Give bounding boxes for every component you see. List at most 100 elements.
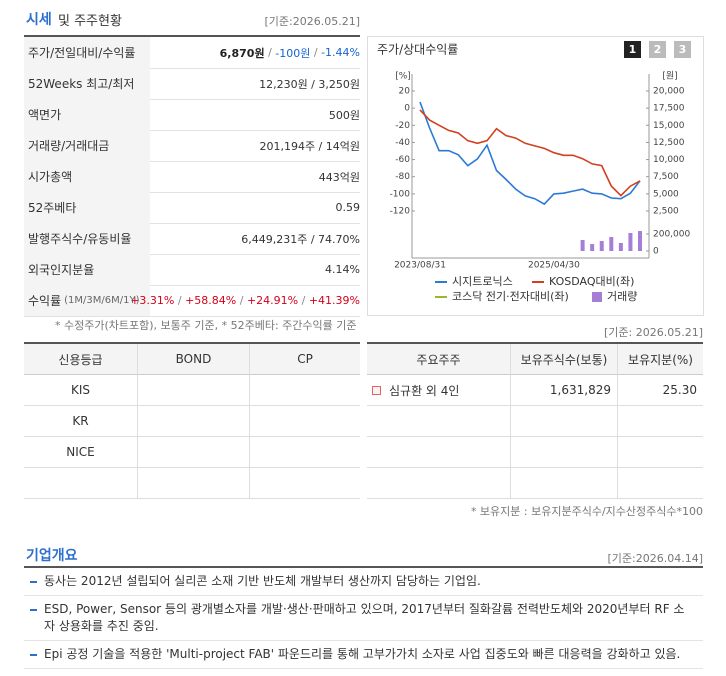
chart-box <box>367 36 704 316</box>
y2-tick-label: 12,500 <box>653 138 685 148</box>
bullet <box>30 654 37 656</box>
date: [기준:2026.05.21] <box>264 15 360 28</box>
tab-button[interactable] <box>649 41 666 58</box>
table-cell <box>367 437 510 468</box>
chart: 주가/상대수익률 1 2 3 [%] [원] 20 0 -20 -40 -60 -80 -100 -120… <box>377 41 691 303</box>
row-value: 500원 <box>329 99 360 130</box>
row-line <box>150 223 360 255</box>
row-value: 12,230원 / 3,250원 <box>259 68 360 99</box>
y-tick-label: 0 <box>404 104 410 114</box>
label-text: 액면가 <box>28 108 62 122</box>
rule <box>24 566 703 568</box>
tab-button[interactable] <box>624 41 641 58</box>
label-text: 외국인지분율 <box>28 263 95 277</box>
row-label: 주가/전일대비/수익률 <box>28 37 135 68</box>
legend-label: 시지트로닉스 <box>452 275 513 288</box>
table-cell <box>510 468 617 499</box>
table-header: CP <box>249 344 360 375</box>
rule <box>24 35 360 37</box>
series-line <box>419 109 641 197</box>
row-bg <box>24 285 150 317</box>
volume-bar <box>609 236 614 251</box>
table-cell: KR <box>24 406 137 437</box>
table-cell: 25.30 <box>617 375 703 406</box>
series-line <box>419 101 641 206</box>
overview-text: 동사는 2012년 설립되어 실리콘 소재 기반 반도체 개발부터 생산까지 담… <box>44 574 481 588</box>
table-cell <box>137 375 249 406</box>
x-tick-label: 2025/04/30 <box>528 261 580 271</box>
expand-icon[interactable] <box>372 386 381 395</box>
y2-tick-label: 2,500 <box>653 207 679 217</box>
overview-item: Epi 공정 기술을 적용한 'Multi-project FAB' 파운드리를… <box>24 641 703 669</box>
row-line <box>150 285 360 317</box>
section-title: 기업개요 <box>26 548 78 564</box>
value-part: +58.84% <box>185 294 237 307</box>
date: [기준: 2026.05.21] <box>603 326 703 339</box>
value-text: 201,194주 / 14억원 <box>259 139 360 153</box>
table-cell: 1,631,829 <box>510 375 617 406</box>
section-title-rest: 및 주주현황 <box>58 14 122 29</box>
table-cell <box>617 468 703 499</box>
chart-title: 주가/상대수익률 <box>377 43 458 57</box>
row-value: 6,449,231주 / 74.70% <box>241 223 360 254</box>
table-top <box>367 342 703 344</box>
value-part: -100원 <box>275 46 311 60</box>
row-label: 52주베타 <box>28 192 76 223</box>
row-line <box>150 68 360 100</box>
y-tick-label: -60 <box>395 155 410 165</box>
overview-item: ESD, Power, Sensor 등의 광개별소자를 개발·생산·판매하고 … <box>24 596 703 641</box>
legend-swatch <box>592 292 602 302</box>
label-text: 발행주식수/유동비율 <box>28 232 132 246</box>
table-cell <box>249 468 360 499</box>
row-bg <box>24 99 150 131</box>
legend-label: KOSDAQ대비(좌) <box>549 275 634 288</box>
y-tick-label: -80 <box>395 172 410 182</box>
row-line <box>150 99 360 131</box>
y2-tick-label: 5,000 <box>653 189 679 199</box>
y-axis-label: [%] <box>395 72 411 82</box>
table-cell <box>137 406 249 437</box>
value-part: +24.91% <box>246 294 299 307</box>
value-text: 4.14% <box>325 263 360 276</box>
volume-bar <box>618 243 623 251</box>
legend-label: 코스닥 전기·전자대비(좌) <box>452 290 569 303</box>
note: * 보유지분 : 보유지분주식수/지수산정주식수*100 <box>470 505 703 518</box>
value-part: -1.44% <box>321 46 360 59</box>
volume-bar <box>580 240 585 251</box>
row-label: 외국인지분율 <box>28 254 94 285</box>
value-text: 12,230원 / 3,250원 <box>259 77 360 91</box>
row-line <box>150 161 360 193</box>
value-part: / <box>236 294 247 307</box>
table-cell: 심규환 외 4인 <box>367 375 510 406</box>
tab-button[interactable] <box>674 41 691 58</box>
table-cell <box>510 437 617 468</box>
table-top <box>24 342 360 344</box>
table-header: BOND <box>137 344 249 375</box>
row-line <box>150 130 360 162</box>
value-part: / <box>310 46 322 59</box>
y3-tick-label: 0 <box>653 247 659 257</box>
value-part: +3.31% <box>130 294 175 307</box>
table-cell: KIS <box>24 375 137 406</box>
row-line <box>150 254 360 286</box>
overview-list: 동사는 2012년 설립되어 실리콘 소재 기반 반도체 개발부터 생산까지 담… <box>24 568 703 669</box>
y2-tick-label: 17,500 <box>653 104 685 114</box>
value-part: / <box>264 46 276 59</box>
y2-tick-label: 15,000 <box>653 121 685 131</box>
value-text: 0.59 <box>335 201 361 214</box>
row-label: 발행주식수/유동비율 <box>28 223 131 254</box>
label-text: 거래량/거래대금 <box>28 139 110 153</box>
date: [기준:2026.04.14] <box>607 552 703 565</box>
section-title: 시세 <box>26 12 52 28</box>
row-value: 6,870원 / -100원 / -1.44% <box>220 37 360 68</box>
overview-item: 동사는 2012년 설립되어 실리콘 소재 기반 반도체 개발부터 생산까지 담… <box>24 568 703 596</box>
label-text: 수익률 <box>28 294 62 308</box>
table-cell <box>249 375 360 406</box>
tab-label: 2 <box>654 43 662 56</box>
row-value: 0.59 <box>336 192 361 223</box>
label-text: 주가/전일대비/수익률 <box>28 46 136 60</box>
overview-text: ESD, Power, Sensor 등의 광개별소자를 개발·생산·판매하고 … <box>44 602 685 633</box>
value-part: / <box>298 294 309 307</box>
row-bg <box>24 37 150 69</box>
